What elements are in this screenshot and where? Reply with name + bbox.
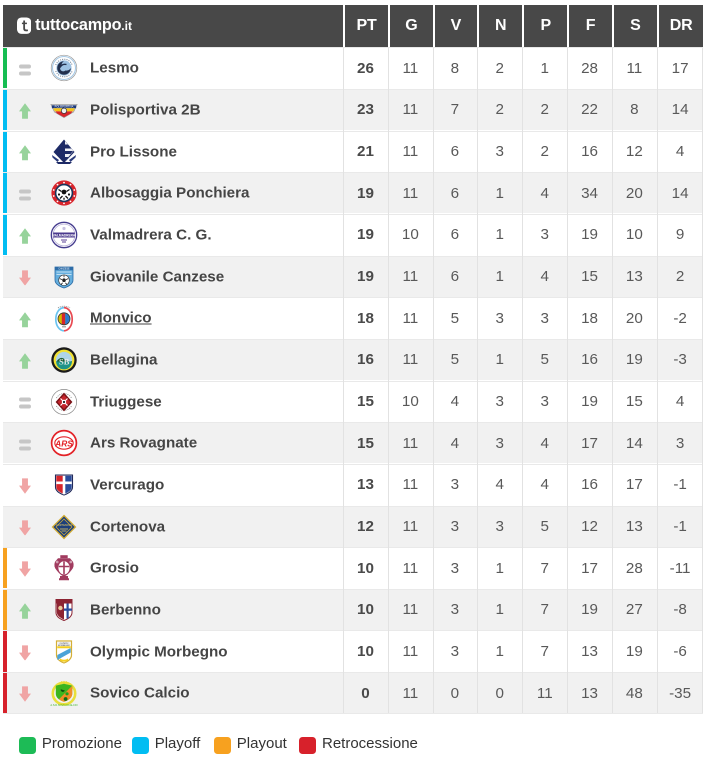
svg-text:POLISPORTIVA: POLISPORTIVA (55, 105, 74, 109)
svg-text:A.S.D.SOVICOCALCIO: A.S.D.SOVICOCALCIO (51, 703, 78, 707)
svg-text:MORBEGNO: MORBEGNO (58, 644, 70, 646)
svg-text:VALMADRERA: VALMADRERA (53, 234, 76, 238)
svg-text:SB: SB (59, 357, 70, 367)
svg-text:CANZESE: CANZESE (59, 267, 71, 270)
svg-text:ARS: ARS (54, 439, 73, 449)
svg-text:OLYMPIC: OLYMPIC (60, 642, 69, 644)
svg-text:CORTENOVA: CORTENOVA (56, 523, 72, 527)
